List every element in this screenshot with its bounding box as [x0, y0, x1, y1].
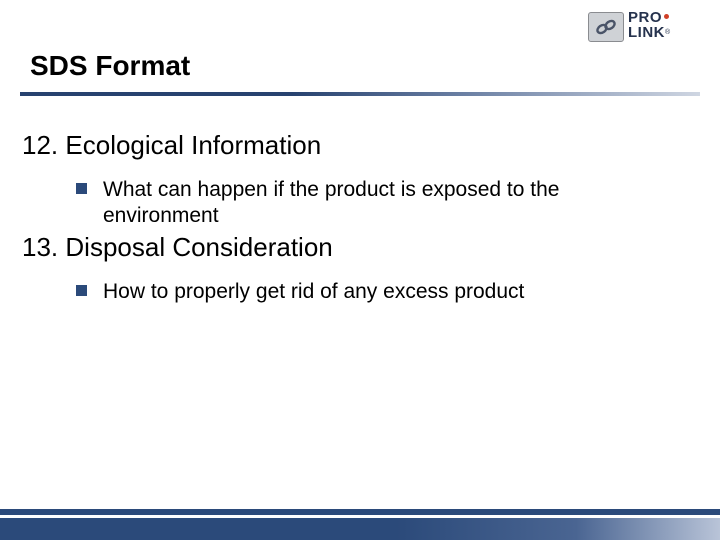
chain-link-icon [588, 12, 624, 42]
footer-bars [0, 509, 720, 540]
section-13: 13. Disposal Consideration How to proper… [22, 232, 676, 305]
bullet-text: How to properly get rid of any excess pr… [103, 279, 524, 305]
brand-logo: PRO LINK® [588, 10, 702, 46]
section-number: 12. [22, 130, 58, 160]
section-heading: 13. Disposal Consideration [22, 232, 676, 263]
bullet-text: What can happen if the product is expose… [103, 177, 676, 228]
square-bullet-icon [76, 183, 87, 194]
section-heading: 12. Ecological Information [22, 130, 676, 161]
list-item: How to properly get rid of any excess pr… [76, 279, 676, 305]
section-title: Ecological Information [65, 130, 321, 160]
list-item: What can happen if the product is expose… [76, 177, 676, 228]
footer-thick-bar [0, 518, 720, 540]
logo-dot-icon [664, 14, 669, 19]
square-bullet-icon [76, 285, 87, 296]
logo-registered: ® [665, 29, 670, 36]
logo-text: PRO LINK® [628, 10, 671, 40]
title-underline [20, 92, 700, 96]
logo-line2: LINK [628, 24, 665, 41]
section-title: Disposal Consideration [65, 232, 332, 262]
page-title: SDS Format [30, 50, 190, 82]
section-number: 13. [22, 232, 58, 262]
section-12: 12. Ecological Information What can happ… [22, 130, 676, 228]
slide: PRO LINK® SDS Format 12. Ecological Info… [0, 0, 720, 540]
